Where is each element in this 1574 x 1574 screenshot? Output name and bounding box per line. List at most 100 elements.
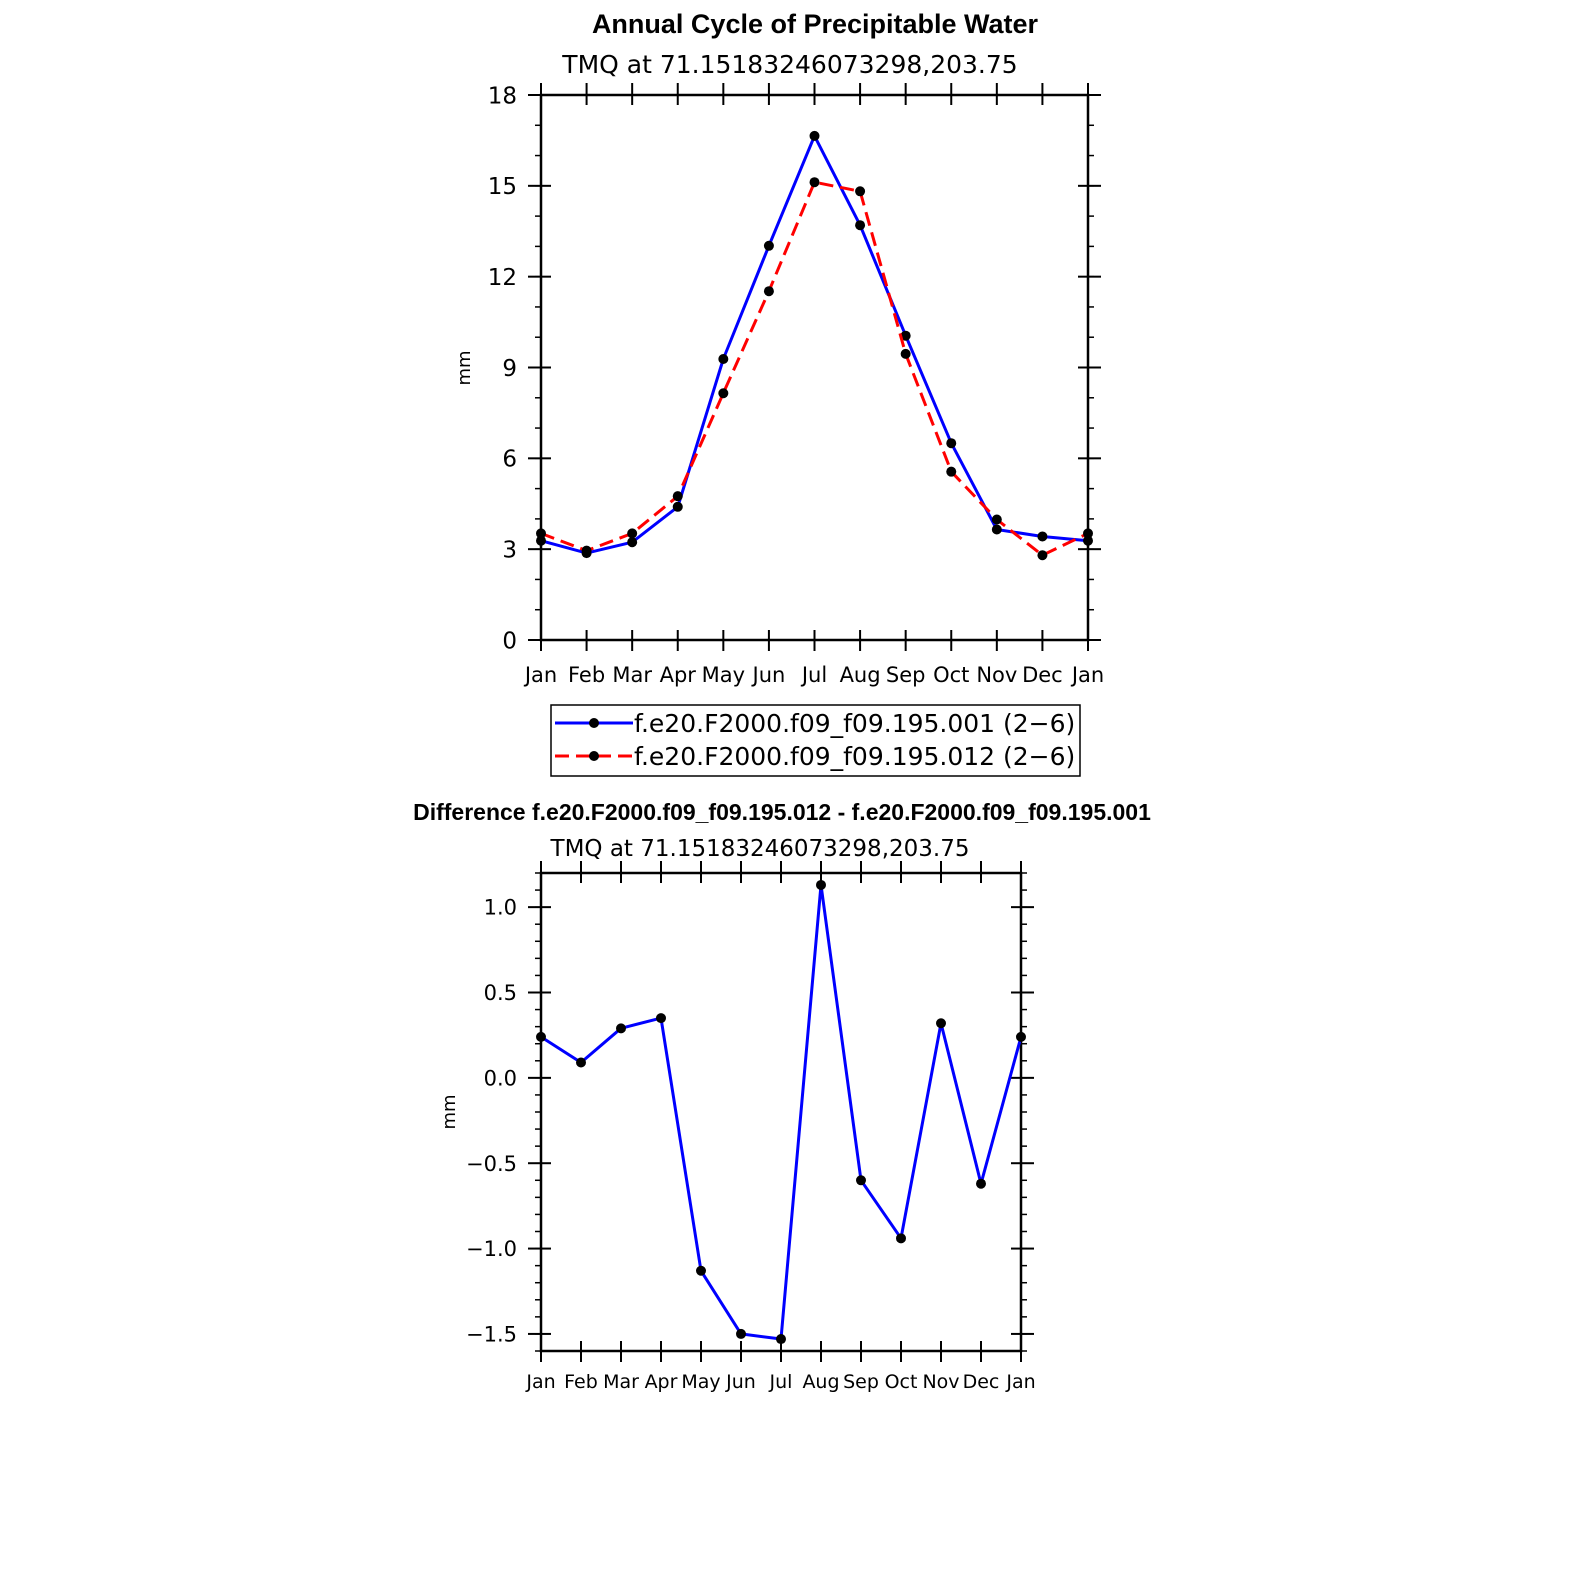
y-axis-label: mm xyxy=(454,350,475,385)
x-tick-label: Sep xyxy=(886,663,926,687)
y-tick-label: 18 xyxy=(488,83,517,109)
data-point xyxy=(672,491,683,502)
x-tick-label: May xyxy=(702,663,745,687)
y-tick-label: −1.0 xyxy=(466,1237,517,1261)
y-tick-label: 15 xyxy=(488,174,517,200)
x-tick-label: Nov xyxy=(922,1371,959,1393)
data-point xyxy=(776,1334,786,1345)
x-tick-label: Aug xyxy=(840,663,881,687)
data-point xyxy=(991,514,1002,525)
x-tick-label: Aug xyxy=(802,1371,839,1393)
data-point xyxy=(896,1233,906,1244)
y-tick-labels: 0 3 6 9 12 15 18 xyxy=(488,83,517,654)
y-tick-label: 12 xyxy=(488,265,517,291)
axes-frame xyxy=(528,83,1101,651)
y-tick-label: −0.5 xyxy=(466,1152,517,1176)
legend-swatch-marker-1 xyxy=(589,718,599,728)
y-tick-label: 6 xyxy=(502,447,517,473)
data-point xyxy=(736,1328,746,1339)
data-point xyxy=(809,177,820,188)
x-tick-label: May xyxy=(681,1371,720,1393)
x-tick-label: Jan xyxy=(1070,663,1104,687)
data-point xyxy=(627,537,638,548)
x-tick-label: Apr xyxy=(660,663,697,687)
y-tick-label: 3 xyxy=(502,537,517,563)
data-point xyxy=(1016,1031,1026,1042)
chart-title: Annual Cycle of Precipitable Water xyxy=(592,9,1039,39)
data-point xyxy=(900,348,911,359)
chart-title: Difference f.e20.F2000.f09_f09.195.012 -… xyxy=(413,799,1151,825)
series-lines xyxy=(536,879,1026,1345)
y-tick-label: 0.0 xyxy=(484,1066,517,1090)
data-point xyxy=(718,354,729,365)
x-tick-label: Jun xyxy=(751,663,786,687)
data-point xyxy=(809,130,820,141)
x-tick-label: Nov xyxy=(976,663,1017,687)
data-point xyxy=(616,1023,626,1034)
x-tick-label: Sep xyxy=(843,1371,879,1393)
data-point xyxy=(936,1018,946,1029)
x-tick-labels: Jan Feb Mar Apr May Jun Jul Aug Sep Oct Nov Dec Jan xyxy=(525,1371,1035,1393)
x-tick-label: Jun xyxy=(725,1371,756,1393)
data-point xyxy=(1037,531,1048,542)
data-point xyxy=(1083,535,1093,546)
data-point xyxy=(763,286,774,297)
data-point xyxy=(946,438,957,449)
x-tick-labels: Jan Feb Mar Apr May Jun Jul Aug Sep Oct Nov Dec Jan xyxy=(523,663,1104,687)
annual-cycle-panel: Annual Cycle of Precipitable Water TMQ a… xyxy=(454,9,1104,777)
legend-label-series-1: f.e20.F2000.f09_f09.195.001 (2−6) xyxy=(634,709,1075,738)
data-point xyxy=(991,524,1002,535)
x-tick-label: Jan xyxy=(525,1371,555,1393)
data-point xyxy=(855,186,866,197)
data-point xyxy=(946,466,957,477)
difference-panel: Difference f.e20.F2000.f09_f09.195.012 -… xyxy=(413,799,1151,1393)
y-tick-labels: −1.5 −1.0 −0.5 0.0 0.5 1.0 xyxy=(466,896,517,1347)
data-point xyxy=(718,388,729,399)
data-point xyxy=(581,545,592,556)
chart-subtitle: TMQ at 71.15183246073298,203.75 xyxy=(561,50,1017,79)
y-tick-label: −1.5 xyxy=(466,1322,517,1346)
y-tick-label: 0 xyxy=(502,628,517,654)
data-point xyxy=(656,1013,666,1024)
data-point xyxy=(976,1178,986,1189)
x-tick-label: Jul xyxy=(800,663,827,687)
x-tick-label: Oct xyxy=(885,1371,918,1393)
x-tick-label: Feb xyxy=(568,663,605,687)
x-tick-label: Feb xyxy=(564,1371,598,1393)
x-tick-label: Mar xyxy=(603,1371,639,1393)
y-tick-label: 9 xyxy=(502,356,517,382)
axes-frame xyxy=(528,861,1034,1362)
data-point xyxy=(1037,550,1048,561)
data-point xyxy=(536,1031,546,1042)
x-tick-label: Jul xyxy=(769,1371,793,1393)
x-tick-label: Dec xyxy=(1022,663,1063,687)
data-point xyxy=(856,1175,866,1186)
data-point xyxy=(855,220,866,231)
legend-box xyxy=(550,704,1081,777)
legend-label-series-2: f.e20.F2000.f09_f09.195.012 (2−6) xyxy=(634,742,1075,771)
x-tick-label: Mar xyxy=(612,663,652,687)
data-point xyxy=(696,1265,706,1276)
x-tick-label: Dec xyxy=(963,1371,1000,1393)
data-point xyxy=(816,879,826,890)
y-tick-label: 0.5 xyxy=(484,981,517,1005)
x-tick-label: Jan xyxy=(523,663,557,687)
legend: f.e20.F2000.f09_f09.195.001 (2−6) f.e20.… xyxy=(550,704,1081,777)
data-point xyxy=(536,528,546,539)
data-point xyxy=(536,535,546,546)
y-tick-label: 1.0 xyxy=(484,896,517,920)
x-tick-label: Oct xyxy=(933,663,969,687)
data-point xyxy=(763,240,774,251)
data-point xyxy=(576,1057,586,1068)
x-tick-label: Apr xyxy=(645,1371,678,1393)
data-point xyxy=(627,528,638,539)
legend-swatch-marker-2 xyxy=(589,751,599,761)
data-point xyxy=(1083,528,1093,539)
series-lines xyxy=(536,130,1093,561)
x-tick-label: Jan xyxy=(1005,1371,1035,1393)
data-point xyxy=(900,330,911,341)
chart-subtitle: TMQ at 71.15183246073298,203.75 xyxy=(550,836,970,862)
data-point xyxy=(672,501,683,512)
